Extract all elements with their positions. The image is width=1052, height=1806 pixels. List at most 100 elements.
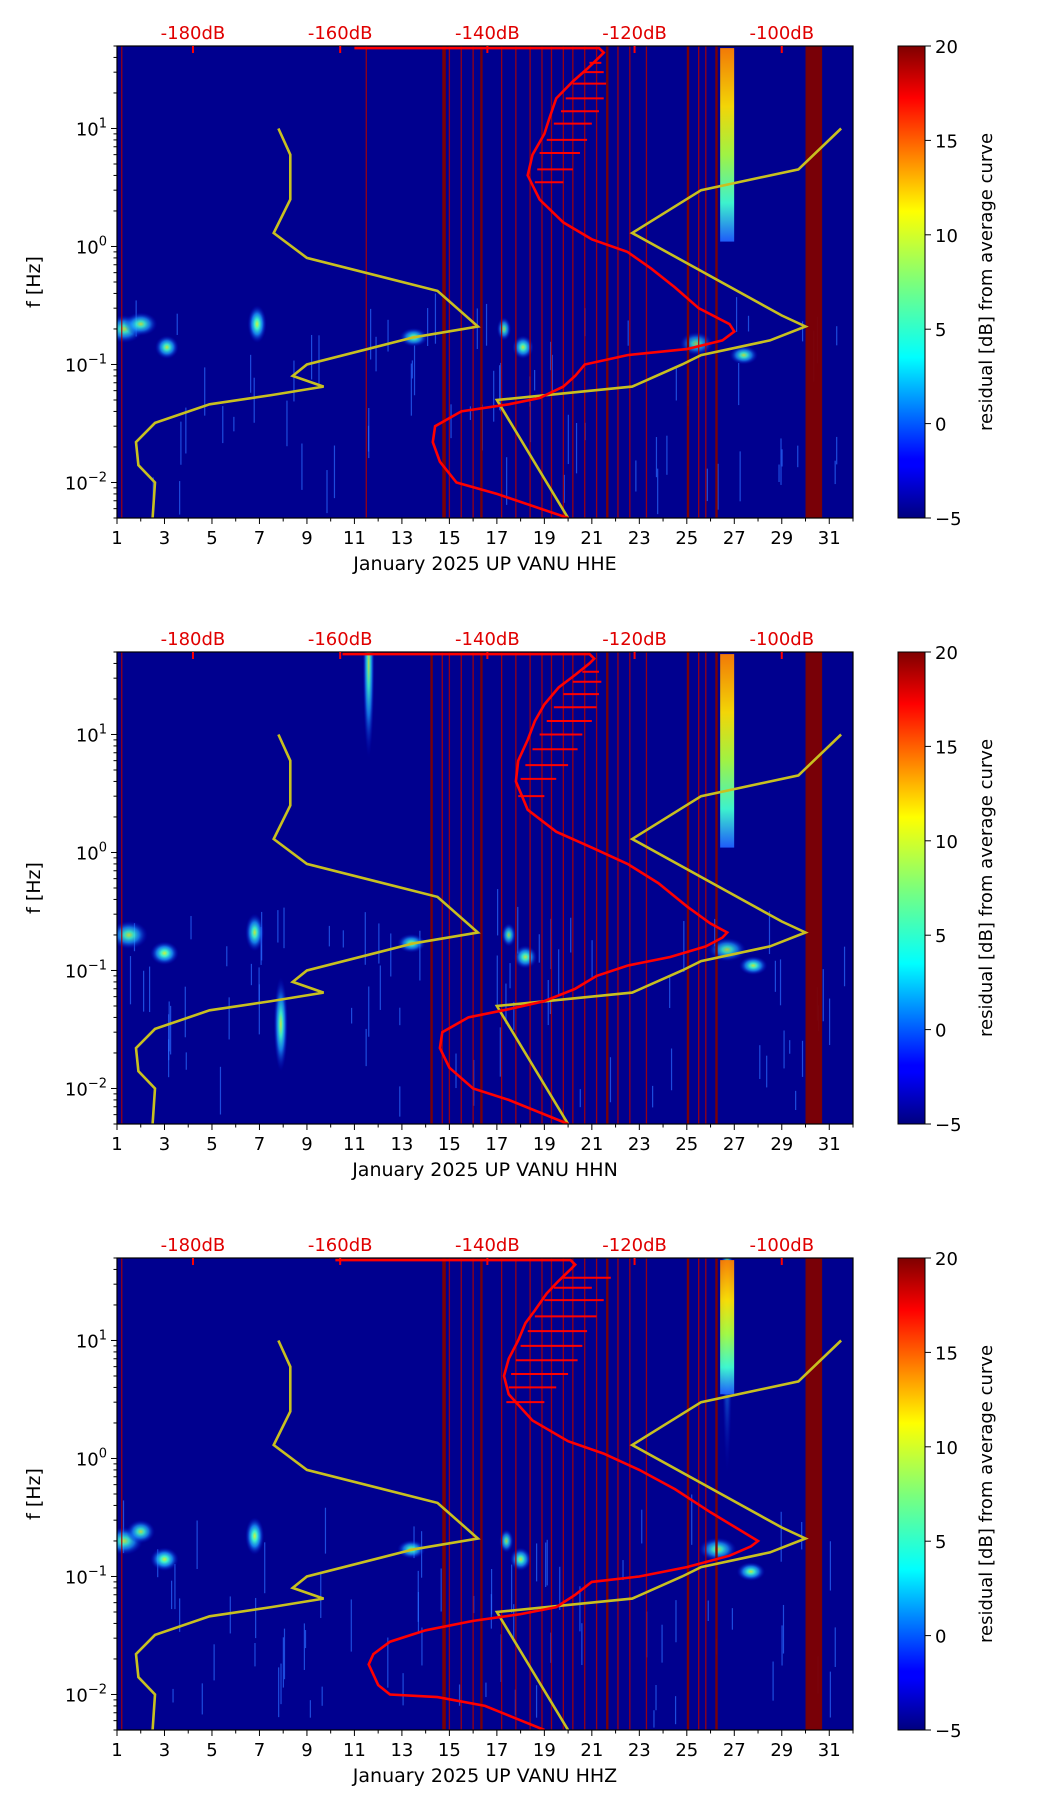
colorbar-tick-label: 5: [935, 1532, 946, 1553]
db-tick-label: -180dB: [161, 23, 226, 44]
colorbar-tick-label: 0: [935, 415, 946, 436]
x-tick-label: 3: [159, 1134, 170, 1155]
y-axis-label: f [Hz]: [23, 256, 45, 308]
data-gap-band: [480, 1258, 483, 1730]
median-psd-curve: [354, 46, 737, 518]
colorbar-tick-label: 15: [935, 131, 958, 152]
data-gap-band: [715, 652, 718, 1124]
data-gap-band: [805, 1258, 823, 1730]
energy-blob: [245, 913, 265, 952]
y-tick-label: 100: [76, 840, 107, 864]
data-gap-band: [805, 46, 823, 518]
x-tick-label: 15: [438, 1740, 461, 1761]
energy-blob: [362, 652, 375, 758]
x-tick-label: 13: [390, 1740, 413, 1761]
x-tick-label: 1: [111, 1740, 122, 1761]
x-tick-label: 7: [254, 1740, 265, 1761]
energy-blob: [499, 1529, 514, 1553]
x-tick-label: 21: [580, 1134, 603, 1155]
data-gap-band: [686, 1258, 690, 1730]
colorbar-tick-label: 10: [935, 1438, 958, 1459]
db-tick-label: -140dB: [455, 629, 520, 650]
x-tick-label: 5: [206, 528, 217, 549]
x-tick-label: 11: [343, 528, 366, 549]
y-tick-label: 100: [76, 234, 107, 258]
colorbar-tick-label: 15: [935, 737, 958, 758]
x-tick-label: 23: [628, 528, 651, 549]
high-residual-column: [720, 1260, 735, 1395]
spectrogram-panel-hhn: 1 3 5 7 9 11 13 15 17 19 21 23 25 27 29 3110110010−110−…: [23, 629, 997, 1181]
colorbar-label: residual [dB] from average curve: [976, 133, 997, 431]
y-axis-label: f [Hz]: [23, 862, 45, 914]
x-tick-label: 23: [628, 1740, 651, 1761]
db-tick-label: -160dB: [308, 1235, 373, 1256]
colorbar-tick-label: 20: [935, 1249, 958, 1270]
colorbar-tick-label: 0: [935, 1627, 946, 1648]
db-tick-label: -100dB: [749, 23, 814, 44]
x-tick-label: 23: [628, 1134, 651, 1155]
energy-blob: [247, 305, 267, 343]
high-residual-column: [720, 654, 735, 848]
y-tick-label: 100: [76, 1446, 107, 1470]
plot-area: [117, 1258, 853, 1730]
spectrogram-panel-hhe: 1 3 5 7 9 11 13 15 17 19 21 23 25 27 29 3110110010−110−…: [23, 23, 997, 575]
x-tick-label: 15: [438, 528, 461, 549]
x-tick-label: 29: [770, 1740, 793, 1761]
x-tick-label: 31: [818, 1134, 841, 1155]
x-tick-label: 27: [723, 528, 746, 549]
heatmap-background: [117, 652, 853, 1124]
colorbar: [897, 1257, 926, 1731]
x-axis-label: January 2025 UP VANU HHE: [352, 553, 616, 575]
db-tick-label: -160dB: [308, 629, 373, 650]
colorbar-tick-label: 5: [935, 320, 946, 341]
x-tick-label: 29: [770, 528, 793, 549]
y-axis-label: f [Hz]: [23, 1468, 45, 1520]
colorbar-tick-label: −5: [935, 1115, 962, 1136]
data-gap-band: [442, 46, 446, 518]
y-tick-label: 101: [76, 116, 107, 140]
energy-blob: [245, 1517, 265, 1555]
x-tick-label: 17: [485, 1740, 508, 1761]
x-tick-label: 29: [770, 1134, 793, 1155]
energy-blob: [501, 923, 516, 947]
x-tick-label: 11: [343, 1740, 366, 1761]
x-tick-label: 25: [675, 1740, 698, 1761]
x-tick-label: 11: [343, 1134, 366, 1155]
data-gap-band: [805, 652, 823, 1124]
energy-blob: [117, 920, 148, 950]
db-tick-label: -100dB: [749, 629, 814, 650]
x-tick-label: 15: [438, 1134, 461, 1155]
spectrogram-panel-hhz: 1 3 5 7 9 11 13 15 17 19 21 23 25 27 29 3110110010−110−…: [23, 1235, 997, 1787]
colorbar-tick-label: −5: [935, 1721, 962, 1742]
x-tick-label: 5: [206, 1740, 217, 1761]
energy-blob: [124, 312, 158, 336]
colorbar-tick-label: 0: [935, 1021, 946, 1042]
data-gap-band: [686, 652, 690, 1124]
x-tick-label: 13: [390, 1134, 413, 1155]
x-tick-label: 7: [254, 1134, 265, 1155]
y-tick-label: 10−1: [65, 1564, 107, 1588]
db-tick-label: -120dB: [602, 1235, 667, 1256]
energy-blob: [729, 345, 759, 365]
y-tick-label: 101: [76, 1328, 107, 1352]
energy-blob: [126, 1519, 155, 1544]
heatmap-background: [117, 46, 853, 518]
x-tick-label: 27: [723, 1134, 746, 1155]
colorbar-label: residual [dB] from average curve: [976, 1345, 997, 1643]
energy-blob: [150, 1547, 179, 1572]
db-tick-label: -180dB: [161, 629, 226, 650]
colorbar: [897, 651, 926, 1125]
x-tick-label: 31: [818, 1740, 841, 1761]
energy-blob: [736, 1562, 766, 1582]
x-tick-label: 17: [485, 1134, 508, 1155]
x-tick-label: 5: [206, 1134, 217, 1155]
energy-blob: [496, 317, 512, 341]
y-tick-label: 10−1: [65, 352, 107, 376]
heatmap-background: [117, 1258, 853, 1730]
energy-blob: [512, 335, 534, 360]
high-residual-column: [720, 48, 735, 242]
y-tick-label: 10−2: [65, 470, 107, 494]
db-tick-label: -100dB: [749, 1235, 814, 1256]
y-tick-label: 101: [76, 722, 107, 746]
